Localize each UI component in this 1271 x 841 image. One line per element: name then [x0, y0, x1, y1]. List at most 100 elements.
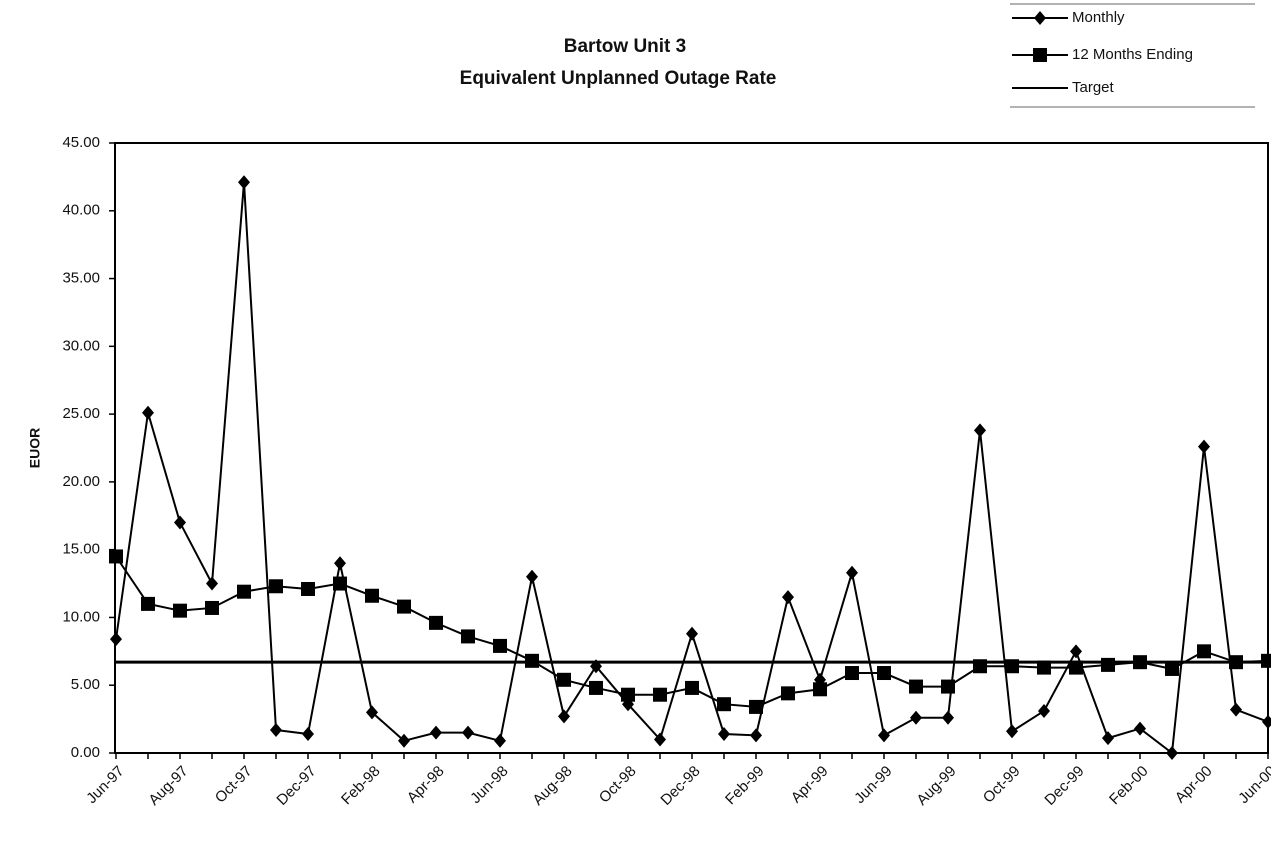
x-tick-label: Feb-99 [722, 763, 768, 809]
marker-diamond [1034, 11, 1046, 25]
marker-diamond [398, 733, 410, 748]
marker-diamond [174, 515, 186, 530]
x-tick-label: Feb-98 [338, 763, 384, 809]
x-tick-label: Apr-99 [788, 763, 832, 807]
marker-diamond [270, 722, 282, 737]
marker-diamond [846, 565, 858, 580]
chart-title: Bartow Unit 3 [564, 36, 686, 57]
legend-label: Monthly [1072, 9, 1125, 26]
y-tick-label: 40.00 [62, 202, 100, 219]
x-tick-label: Jun-97 [83, 763, 127, 807]
y-tick-label: 5.00 [71, 676, 100, 693]
marker-square [877, 666, 891, 681]
marker-square [269, 579, 283, 594]
marker-square [909, 679, 923, 694]
marker-square [429, 615, 443, 630]
marker-diamond [1134, 721, 1146, 736]
marker-square [621, 687, 635, 702]
marker-square [365, 588, 379, 603]
marker-square [1101, 657, 1115, 672]
y-tick-label: 0.00 [71, 744, 100, 761]
marker-diamond [142, 405, 154, 420]
marker-diamond [558, 709, 570, 724]
y-axis-label: EUOR [27, 428, 43, 468]
y-tick-label: 35.00 [62, 270, 100, 287]
x-tick-label: Oct-99 [980, 763, 1024, 807]
marker-square [1165, 661, 1179, 676]
legend-label: 12 Months Ending [1072, 46, 1193, 63]
marker-square [717, 697, 731, 712]
x-tick-label: Oct-98 [596, 763, 640, 807]
marker-square [205, 600, 219, 615]
marker-diamond [1166, 746, 1178, 760]
y-tick-label: 20.00 [62, 473, 100, 490]
marker-diamond [430, 725, 442, 740]
y-tick-label: 30.00 [62, 337, 100, 354]
y-tick-label: 15.00 [62, 541, 100, 558]
marker-square [845, 666, 859, 681]
x-tick-label: Aug-98 [529, 763, 575, 809]
marker-square [237, 584, 251, 599]
marker-diamond [686, 626, 698, 641]
marker-diamond [1102, 731, 1114, 746]
marker-diamond [718, 727, 730, 742]
legend-label: Target [1072, 79, 1115, 96]
marker-square [1037, 660, 1051, 675]
marker-diamond [750, 728, 762, 743]
y-tick-label: 45.00 [62, 134, 100, 151]
marker-square [1069, 660, 1083, 675]
marker-diamond [974, 423, 986, 438]
marker-diamond [878, 728, 890, 743]
marker-square [781, 686, 795, 701]
marker-diamond [302, 727, 314, 742]
marker-square [141, 596, 155, 611]
marker-diamond [366, 705, 378, 720]
marker-diamond [462, 725, 474, 740]
marker-square [333, 576, 347, 591]
marker-diamond [526, 569, 538, 584]
marker-diamond [910, 710, 922, 725]
marker-diamond [206, 576, 218, 591]
x-tick-label: Apr-98 [404, 763, 448, 807]
x-tick-label: Dec-98 [657, 763, 703, 809]
marker-diamond [1230, 702, 1242, 717]
x-tick-label: Jun-00 [1235, 763, 1271, 807]
marker-square [653, 687, 667, 702]
marker-diamond [334, 556, 346, 571]
marker-diamond [1198, 439, 1210, 454]
marker-square [749, 699, 763, 714]
x-tick-label: Jun-99 [851, 763, 895, 807]
marker-diamond [1038, 703, 1050, 718]
marker-diamond [1006, 724, 1018, 739]
marker-square [461, 629, 475, 644]
x-tick-label: Aug-99 [913, 763, 959, 809]
marker-square [493, 638, 507, 653]
marker-square [397, 599, 411, 614]
y-tick-label: 25.00 [62, 405, 100, 422]
marker-square [589, 680, 603, 695]
marker-square [685, 680, 699, 695]
marker-diamond [238, 175, 250, 190]
marker-diamond [110, 632, 122, 647]
x-tick-label: Dec-97 [273, 763, 319, 809]
marker-square [109, 549, 123, 564]
marker-diamond [1070, 644, 1082, 659]
x-tick-label: Aug-97 [145, 763, 191, 809]
marker-diamond [654, 732, 666, 747]
marker-square [557, 672, 571, 687]
series-line [115, 182, 1269, 755]
x-tick-label: Oct-97 [212, 763, 256, 807]
marker-square [941, 679, 955, 694]
x-tick-label: Dec-99 [1041, 763, 1087, 809]
marker-square [1033, 48, 1047, 62]
x-tick-label: Apr-00 [1172, 763, 1216, 807]
marker-square [301, 581, 315, 596]
y-tick-label: 10.00 [62, 608, 100, 625]
marker-diamond [942, 710, 954, 725]
x-tick-label: Feb-00 [1106, 763, 1152, 809]
chart-subtitle: Equivalent Unplanned Outage Rate [460, 68, 777, 89]
marker-square [173, 603, 187, 618]
marker-diamond [494, 733, 506, 748]
marker-square [813, 682, 827, 697]
